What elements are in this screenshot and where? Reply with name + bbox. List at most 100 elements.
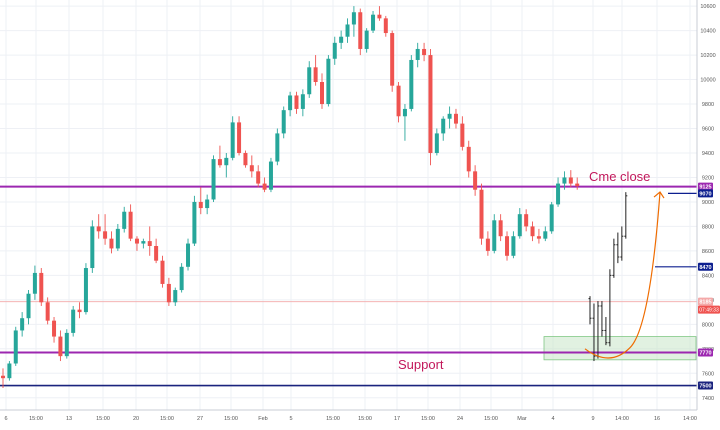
candle-body	[479, 189, 484, 239]
candle-body	[402, 108, 407, 117]
candle-body	[160, 260, 165, 284]
candle-body	[466, 146, 471, 172]
candle-body	[39, 272, 44, 303]
candle	[173, 287, 178, 306]
candle-body	[358, 12, 363, 49]
y-tick-label: 9600	[702, 127, 714, 133]
level-tag-9125	[698, 182, 713, 191]
candle-body	[396, 85, 401, 117]
candle-body	[83, 268, 88, 313]
candle-body	[543, 231, 548, 239]
level-tag-text: 9070	[699, 191, 711, 197]
candle	[345, 18, 350, 43]
x-tick-label: 14:00	[683, 416, 697, 422]
candle	[45, 297, 50, 325]
candle-body	[147, 241, 152, 246]
candle	[608, 269, 612, 347]
candle	[26, 290, 31, 325]
x-tick-label: 4	[551, 416, 554, 422]
candle	[524, 209, 529, 232]
candle-body	[549, 204, 554, 232]
candle-body	[122, 211, 127, 229]
level-tag-8470	[698, 262, 713, 271]
candle-body	[326, 58, 331, 105]
level-tag-8185	[698, 297, 713, 306]
candle	[13, 326, 18, 366]
candle-body	[256, 171, 261, 184]
candle	[77, 302, 82, 319]
x-tick-label: 6	[4, 416, 7, 422]
candle	[224, 152, 229, 178]
countdown-tag	[698, 305, 720, 314]
zone-layer	[543, 336, 697, 361]
x-tick-label: 27	[197, 416, 203, 422]
candle-body	[524, 214, 529, 227]
candle-body	[473, 171, 478, 190]
candle	[549, 201, 554, 234]
level-tag-text: 8185	[699, 300, 711, 306]
y-tick-label: 8600	[702, 249, 714, 255]
level-tag-text: 9125	[699, 185, 711, 191]
candle	[604, 316, 608, 346]
price-axis[interactable]: 7400760078008000820084008600880090009200…	[696, 0, 720, 425]
candle-body	[58, 336, 63, 357]
candle	[600, 301, 604, 337]
candle-body	[128, 211, 133, 239]
candle-body	[211, 159, 216, 200]
level-tag-7500	[698, 381, 713, 390]
candle	[192, 195, 197, 246]
candle	[568, 170, 573, 188]
candle-body	[447, 113, 452, 119]
candle	[262, 177, 267, 193]
candle	[441, 116, 446, 141]
candle	[186, 238, 191, 271]
candle	[1, 368, 5, 388]
candle-body	[422, 48, 427, 56]
candle-body	[562, 177, 567, 184]
candle-body	[13, 330, 18, 364]
x-tick-label: 17	[394, 416, 400, 422]
candle	[351, 6, 356, 37]
time-axis[interactable]: 6 15:00 13 15:00 20 15:00 27 15:00 Feb 5 15:00 15:0…	[0, 409, 697, 422]
x-tick-label: 15:00	[96, 416, 110, 422]
candle-body	[434, 133, 439, 153]
candle-body	[332, 42, 337, 59]
level-tag-7770	[698, 348, 713, 357]
candle	[211, 155, 216, 202]
candle	[134, 236, 139, 251]
candle-body	[71, 309, 76, 333]
candle-body	[141, 241, 146, 244]
candle	[562, 171, 567, 190]
candle-body	[345, 24, 350, 37]
candle	[109, 231, 114, 254]
candle	[377, 6, 382, 21]
candle	[530, 221, 535, 242]
level-tag-text: 7770	[699, 350, 711, 356]
candle	[300, 89, 305, 117]
x-tick-label: Feb	[258, 416, 267, 422]
candle	[166, 277, 171, 306]
candle	[383, 15, 388, 37]
candle-body	[134, 238, 139, 244]
candle-body	[377, 14, 382, 19]
candle-body	[485, 238, 490, 251]
projection-arrow	[584, 191, 661, 359]
candle-body	[217, 159, 222, 166]
y-tick-label: 8400	[702, 273, 714, 279]
x-tick-label: 14:00	[615, 416, 629, 422]
candle	[320, 73, 324, 109]
candle-body	[103, 231, 108, 239]
candle-body	[313, 67, 318, 82]
candle-body	[505, 236, 510, 256]
candle-body	[45, 302, 50, 321]
candle-body	[556, 183, 561, 205]
candle	[364, 28, 369, 53]
candle	[396, 82, 401, 123]
candle-body	[339, 36, 344, 43]
candle	[505, 231, 510, 261]
candle	[498, 214, 503, 242]
y-tick-label: 9400	[702, 151, 714, 157]
y-tick-label: 7600	[702, 371, 714, 377]
